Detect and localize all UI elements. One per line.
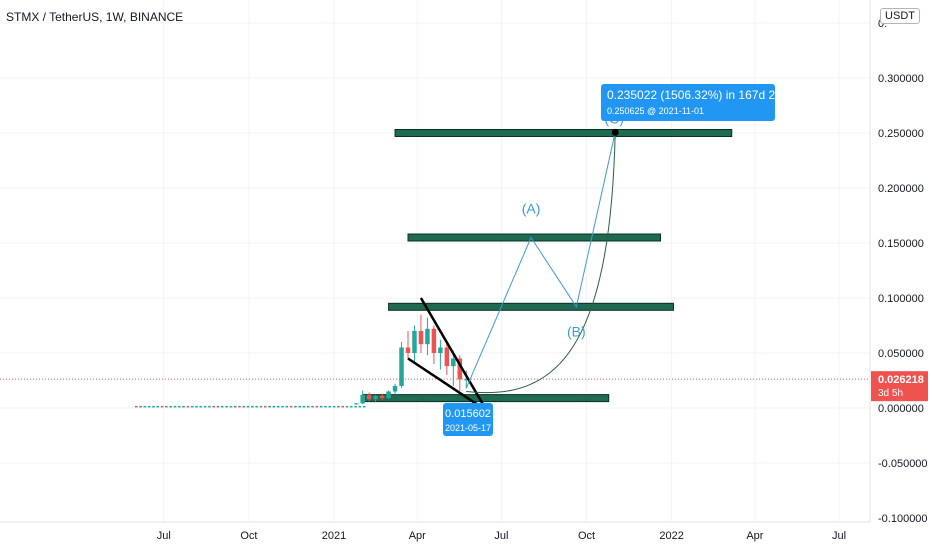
level-zone: [388, 302, 674, 311]
y-tick-label: 0.000000: [878, 403, 924, 415]
level-zone: [394, 129, 733, 137]
candle-up: [451, 358, 456, 367]
wave-label-a: (A): [522, 200, 541, 216]
measure-label-text: 0.235022 (1506.32%) in 167d 23h: [607, 88, 788, 102]
x-tick-label: Oct: [578, 530, 595, 542]
candle-up: [425, 328, 430, 345]
measure-label-box: [601, 84, 775, 121]
target-point: [611, 128, 619, 136]
candle-up: [464, 379, 469, 381]
x-tick-label: Jul: [157, 530, 171, 542]
low-price-label: 0.015602: [445, 408, 491, 420]
target-arc: [466, 132, 616, 394]
x-tick-label: Jul: [832, 530, 846, 542]
y-tick-label: -0.050000: [878, 458, 928, 470]
trend-line-lower: [407, 357, 480, 407]
y-tick-label: 0.050000: [878, 348, 924, 360]
currency-button[interactable]: USDT: [880, 8, 920, 24]
candle-up: [360, 394, 365, 404]
candle-up: [386, 391, 391, 399]
x-tick-label: Jul: [494, 530, 508, 542]
x-tick-label: Apr: [746, 530, 763, 542]
candle-down: [379, 395, 385, 399]
candle-up: [412, 331, 417, 353]
candle-down: [444, 347, 450, 367]
candle-down: [431, 328, 437, 353]
symbol-title: STMX / TetherUS, 1W, BINANCE: [6, 10, 184, 24]
countdown-label: 3d 5h: [878, 388, 903, 399]
y-tick-label: 0.: [878, 18, 887, 30]
x-tick-label: 2021: [322, 530, 346, 542]
x-tick-label: Oct: [240, 530, 257, 542]
y-tick-label: 0.200000: [878, 183, 924, 195]
last-price-label: 0.026218: [878, 374, 924, 386]
level-zone: [362, 394, 610, 403]
candle-up: [399, 347, 404, 386]
y-tick-label: -0.100000: [878, 513, 928, 525]
low-date-label: 2021-05-17: [445, 423, 491, 433]
projection-path: [465, 132, 616, 389]
level-zone: [407, 233, 662, 242]
candle-up: [373, 395, 378, 400]
wave-label-b: (B): [567, 324, 586, 340]
x-tick-label: 2022: [659, 530, 683, 542]
last-price-tag: [871, 371, 928, 402]
y-tick-label: 0.300000: [878, 73, 924, 85]
candle-down: [405, 347, 411, 353]
low-label-box: [443, 403, 493, 436]
y-tick-label: 0.150000: [878, 238, 924, 250]
trend-line-upper: [419, 297, 494, 421]
y-tick-label: 0.250000: [878, 128, 924, 140]
candle-down: [366, 394, 372, 400]
measure-sub-text: 0.250625 @ 2021-11-01: [607, 106, 704, 116]
y-tick-label: 0.100000: [878, 293, 924, 305]
x-tick-label: Apr: [409, 530, 426, 542]
candle-up: [392, 386, 398, 392]
candle-down: [457, 358, 463, 380]
candle-up: [353, 403, 359, 405]
candle-down: [418, 331, 424, 345]
candle-up: [438, 347, 443, 353]
